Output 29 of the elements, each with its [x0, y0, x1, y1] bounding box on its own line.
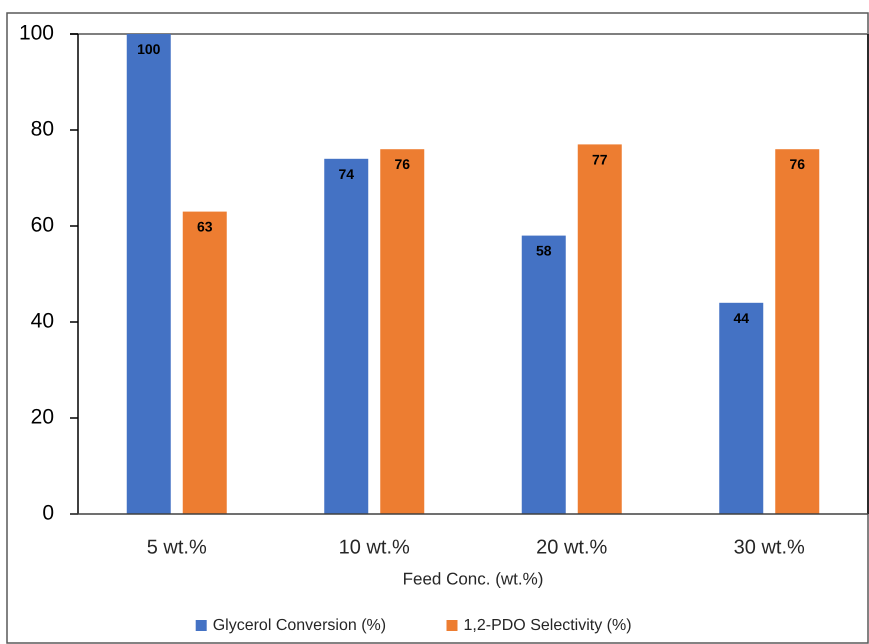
- x-tick-label: 5 wt.%: [146, 536, 207, 558]
- bar: [126, 34, 171, 514]
- y-tick-label: 100: [18, 22, 54, 45]
- bar: [380, 149, 424, 514]
- data-label: 63: [196, 218, 213, 235]
- bar: [775, 149, 820, 514]
- bar: [578, 144, 622, 514]
- y-tick-label: 20: [30, 406, 54, 429]
- x-tick-label: 30 wt.%: [734, 536, 806, 558]
- data-label: 76: [394, 156, 410, 172]
- bar: [324, 158, 368, 514]
- legend-label: Glycerol Conversion (%): [212, 617, 386, 634]
- data-label: 76: [789, 156, 806, 172]
- data-label: 100: [137, 41, 161, 57]
- bar: [522, 236, 566, 514]
- bar: [182, 212, 227, 514]
- y-tick-label: 40: [30, 310, 54, 333]
- data-label: 77: [592, 151, 608, 168]
- y-tick-label: 0: [42, 502, 54, 525]
- x-axis-title: Feed Conc. (wt.%): [402, 569, 544, 588]
- x-tick-label: 10 wt.%: [338, 536, 410, 558]
- data-label: 58: [536, 242, 552, 259]
- legend-label: 1,2-PDO Selectivity (%): [464, 617, 632, 634]
- x-tick-label: 20 wt.%: [536, 536, 608, 558]
- data-label: 74: [338, 166, 354, 182]
- y-tick-label: 60: [30, 214, 54, 237]
- data-label: 44: [733, 310, 750, 326]
- bar: [719, 302, 764, 514]
- y-tick-label: 80: [30, 118, 54, 141]
